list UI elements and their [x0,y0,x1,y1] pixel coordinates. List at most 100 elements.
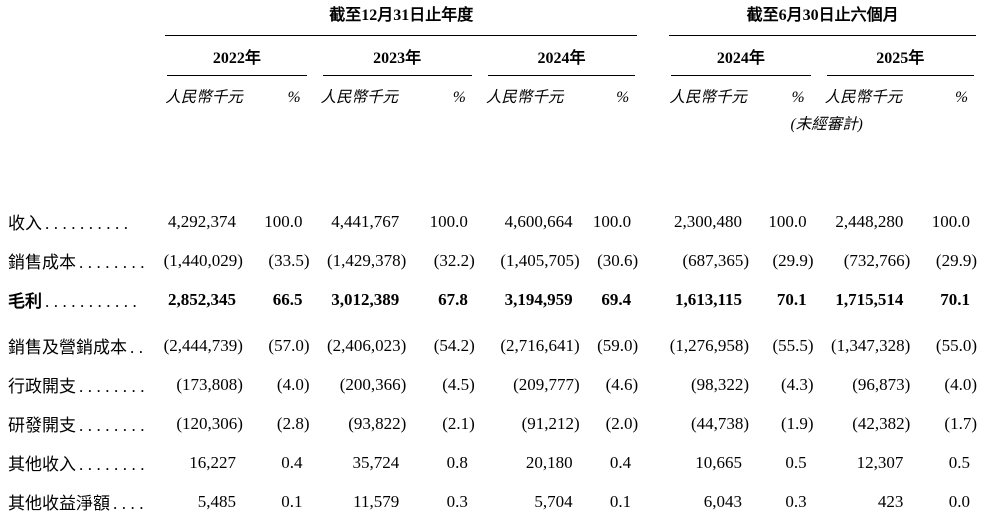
value-cell: (4.3) [780,374,814,394]
percent-header: % [955,89,968,106]
note-row: (未經審計) [8,107,986,134]
row-label: 其他收益淨額 [8,494,110,513]
value-cell: 3,012,389 [331,289,400,309]
value-cell: 70.1 [940,289,970,309]
value-cell: 11,579 [353,491,400,511]
value-cell: (59.0) [597,335,639,355]
table-row-admin-expenses: 行政開支........ (173,808) (4.0) (200,366) (… [8,365,986,404]
value-cell: 0.0 [948,491,970,511]
value-cell: 10,665 [695,452,743,472]
table-row-selling-marketing: 銷售及營銷成本.. (2,444,739) (57.0) (2,406,023)… [8,319,986,365]
value-cell: (1.9) [780,413,814,433]
value-cell: 0.1 [281,491,303,511]
dot-leader: ........ [79,455,149,474]
value-cell: (687,365) [682,250,750,270]
value-cell: 5,704 [534,491,573,511]
dot-leader: ........ [79,253,149,272]
value-cell: (55.5) [772,335,814,355]
currency-header: 人民幣千元 [824,89,903,106]
value-cell: (42,382) [852,413,911,433]
value-cell: 12,307 [856,452,904,472]
value-cell: 0.8 [446,452,468,472]
value-cell: (33.5) [268,250,310,270]
value-cell: 423 [877,491,904,511]
section-header-row: 截至12月31日止年度 截至6月30日止六個月 [8,6,986,36]
value-cell: (1,276,958) [669,335,750,355]
currency-header: 人民幣千元 [320,89,399,106]
percent-header: % [452,89,466,106]
value-cell: (2.8) [276,413,310,433]
value-cell: 0.3 [785,491,807,511]
currency-header: 人民幣千元 [669,89,747,106]
value-cell: 0.4 [609,452,632,472]
value-cell: (2,716,641) [500,335,580,355]
row-label: 行政開支 [8,377,76,396]
value-cell: (55.0) [935,335,977,355]
value-cell: 70.1 [776,289,807,309]
value-cell: (2.1) [442,413,475,433]
value-cell: 4,600,664 [504,211,573,231]
year-header-2024: 2024年 [487,36,636,76]
value-cell: (54.2) [433,335,475,355]
value-cell: (209,777) [513,374,580,394]
dot-leader: ........ [79,377,149,396]
table-row-gross-profit: 毛利........... 2,852,345 66.5 3,012,389 6… [8,280,986,319]
value-cell: (4.6) [605,374,639,394]
value-cell: 20,180 [525,452,573,472]
value-cell: 100.0 [592,211,632,231]
table-row-other-net-gains: 其他收益淨額.... 5,485 0.1 11,579 0.3 5,704 0.… [8,482,986,521]
value-cell: (1,429,378) [326,250,407,270]
income-statement-table: 截至12月31日止年度 截至6月30日止六個月 2022年 2023年 2024… [8,6,986,521]
value-cell: (1,440,029) [163,250,243,270]
value-cell: (44,738) [690,413,750,433]
value-cell: (2,406,023) [326,335,407,355]
unaudited-note: (未經審計) [790,116,863,133]
header-body-spacer [8,134,986,202]
value-cell: 4,441,767 [331,211,400,231]
value-cell: (4.5) [442,374,475,394]
row-label: 銷售及營銷成本 [8,338,127,357]
value-cell: 35,724 [352,452,400,472]
value-cell: 100.0 [429,211,468,231]
value-cell: (93,822) [348,413,407,433]
value-cell: (29.9) [772,250,814,270]
value-cell: 1,613,115 [674,289,743,309]
table-row-rd-expenses: 研發開支........ (120,306) (2.8) (93,822) (2… [8,404,986,443]
section-title-interim: 截至6月30日止六個月 [669,6,976,36]
value-cell: (4.0) [944,374,977,394]
value-cell: (30.6) [597,250,639,270]
dot-leader: .... [113,494,148,513]
value-cell: 0.4 [281,452,303,472]
row-label: 收入 [8,214,42,233]
value-cell: (200,366) [339,374,407,394]
year-header-2025-interim: 2025年 [826,36,974,76]
value-cell: 4,292,374 [167,211,236,231]
value-cell: 100.0 [768,211,807,231]
row-label: 其他收入 [8,455,76,474]
value-cell: (91,212) [521,413,580,433]
dot-leader: ........... [45,292,142,311]
value-cell: 100.0 [931,211,970,231]
value-cell: 2,300,480 [674,211,743,231]
value-cell: (120,306) [176,413,243,433]
table-row-cost-of-sales: 銷售成本........ (1,440,029) (33.5) (1,429,3… [8,241,986,280]
year-header-2022: 2022年 [167,36,307,76]
value-cell: 0.1 [609,491,632,511]
percent-header: % [791,89,805,106]
row-label: 研發開支 [8,416,76,435]
value-cell: (29.9) [935,250,977,270]
value-cell: 2,448,280 [835,211,904,231]
value-cell: (1,405,705) [500,250,580,270]
table-row-other-income: 其他收入........ 16,227 0.4 35,724 0.8 20,18… [8,443,986,482]
value-cell: (4.0) [276,374,310,394]
value-cell: (96,873) [852,374,911,394]
value-cell: (2.0) [605,413,639,433]
year-header-2024-interim: 2024年 [671,36,811,76]
year-header-2023: 2023年 [322,36,472,76]
percent-header: % [287,89,301,106]
subheader-row: 人民幣千元 % 人民幣千元 % 人民幣千元 % 人民幣千元 % 人民幣千元 % [8,76,986,107]
table-row-revenue: 收入.......... 4,292,374 100.0 4,441,767 1… [8,202,986,241]
dot-leader: ........ [79,416,149,435]
value-cell: 100.0 [264,211,303,231]
year-header-row: 2022年 2023年 2024年 2024年 2025年 [8,36,986,76]
